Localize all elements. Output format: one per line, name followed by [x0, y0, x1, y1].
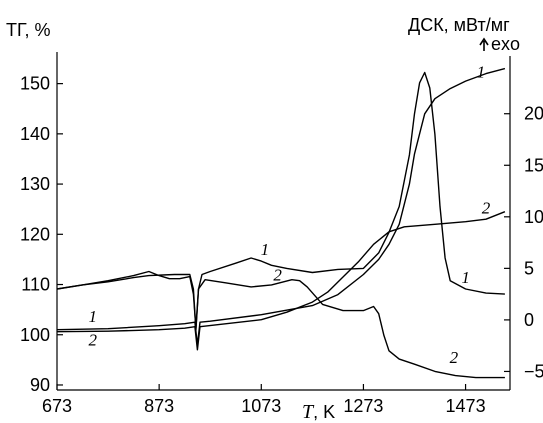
left-y-tick-label: 100: [20, 325, 50, 345]
curve-label-tg2-start: 2: [88, 331, 97, 350]
right-y-tick-label: 5: [524, 258, 534, 278]
x-tick-label: 673: [42, 396, 72, 416]
x-axis-title: T, K: [302, 401, 335, 423]
left-y-tick-label: 90: [30, 375, 50, 395]
left-y-tick-label: 120: [20, 224, 50, 244]
left-axis-title: ТГ, %: [6, 20, 51, 40]
left-y-tick-label: 150: [20, 74, 50, 94]
right-y-tick-label: 15: [524, 155, 543, 175]
exo-indicator: exo: [479, 34, 520, 54]
tg-curve-2: [56, 211, 506, 351]
left-y-tick-label: 110: [21, 275, 50, 295]
dsc-curve-2: [56, 270, 505, 379]
right-y-tick-label: 20: [524, 104, 543, 124]
x-tick-label: 1273: [343, 396, 383, 416]
curve-label-dsc1-end: 1: [461, 268, 470, 287]
curve-label-tg2: 2: [482, 199, 491, 218]
axes: [56, 52, 511, 391]
left-y-tick-label: 130: [20, 174, 50, 194]
tg-curve-1: [56, 67, 506, 346]
right-y-tick-label: −5: [524, 361, 543, 381]
right-y-tick-label: 0: [524, 310, 534, 330]
x-axis-title-unit: , K: [313, 402, 335, 422]
curve-label-dsc2: 2: [273, 266, 282, 285]
left-y-tick-label: 140: [20, 124, 50, 144]
curve-label-dsc1: 1: [261, 240, 270, 259]
dsc-curve-1: [56, 71, 505, 331]
curve-label-tg1-start: 1: [88, 307, 97, 326]
x-tick-label: 1473: [446, 396, 486, 416]
ticks: 673 873 1073 1273 147390100110120130140150−5…: [20, 74, 543, 416]
exo-label: exo: [491, 34, 520, 54]
right-y-tick-label: 10: [524, 207, 543, 227]
curve-label-dsc2-end: 2: [450, 348, 459, 367]
curves: [56, 67, 506, 379]
x-tick-label: 873: [144, 396, 174, 416]
x-axis-title-symbol: T: [302, 401, 315, 423]
exo-arrow-icon: [479, 37, 489, 51]
x-tick-label: 1073: [241, 396, 281, 416]
curve-label-tg1: 1: [477, 63, 486, 82]
right-axis-title: ДСК, мВт/мг: [408, 15, 510, 35]
